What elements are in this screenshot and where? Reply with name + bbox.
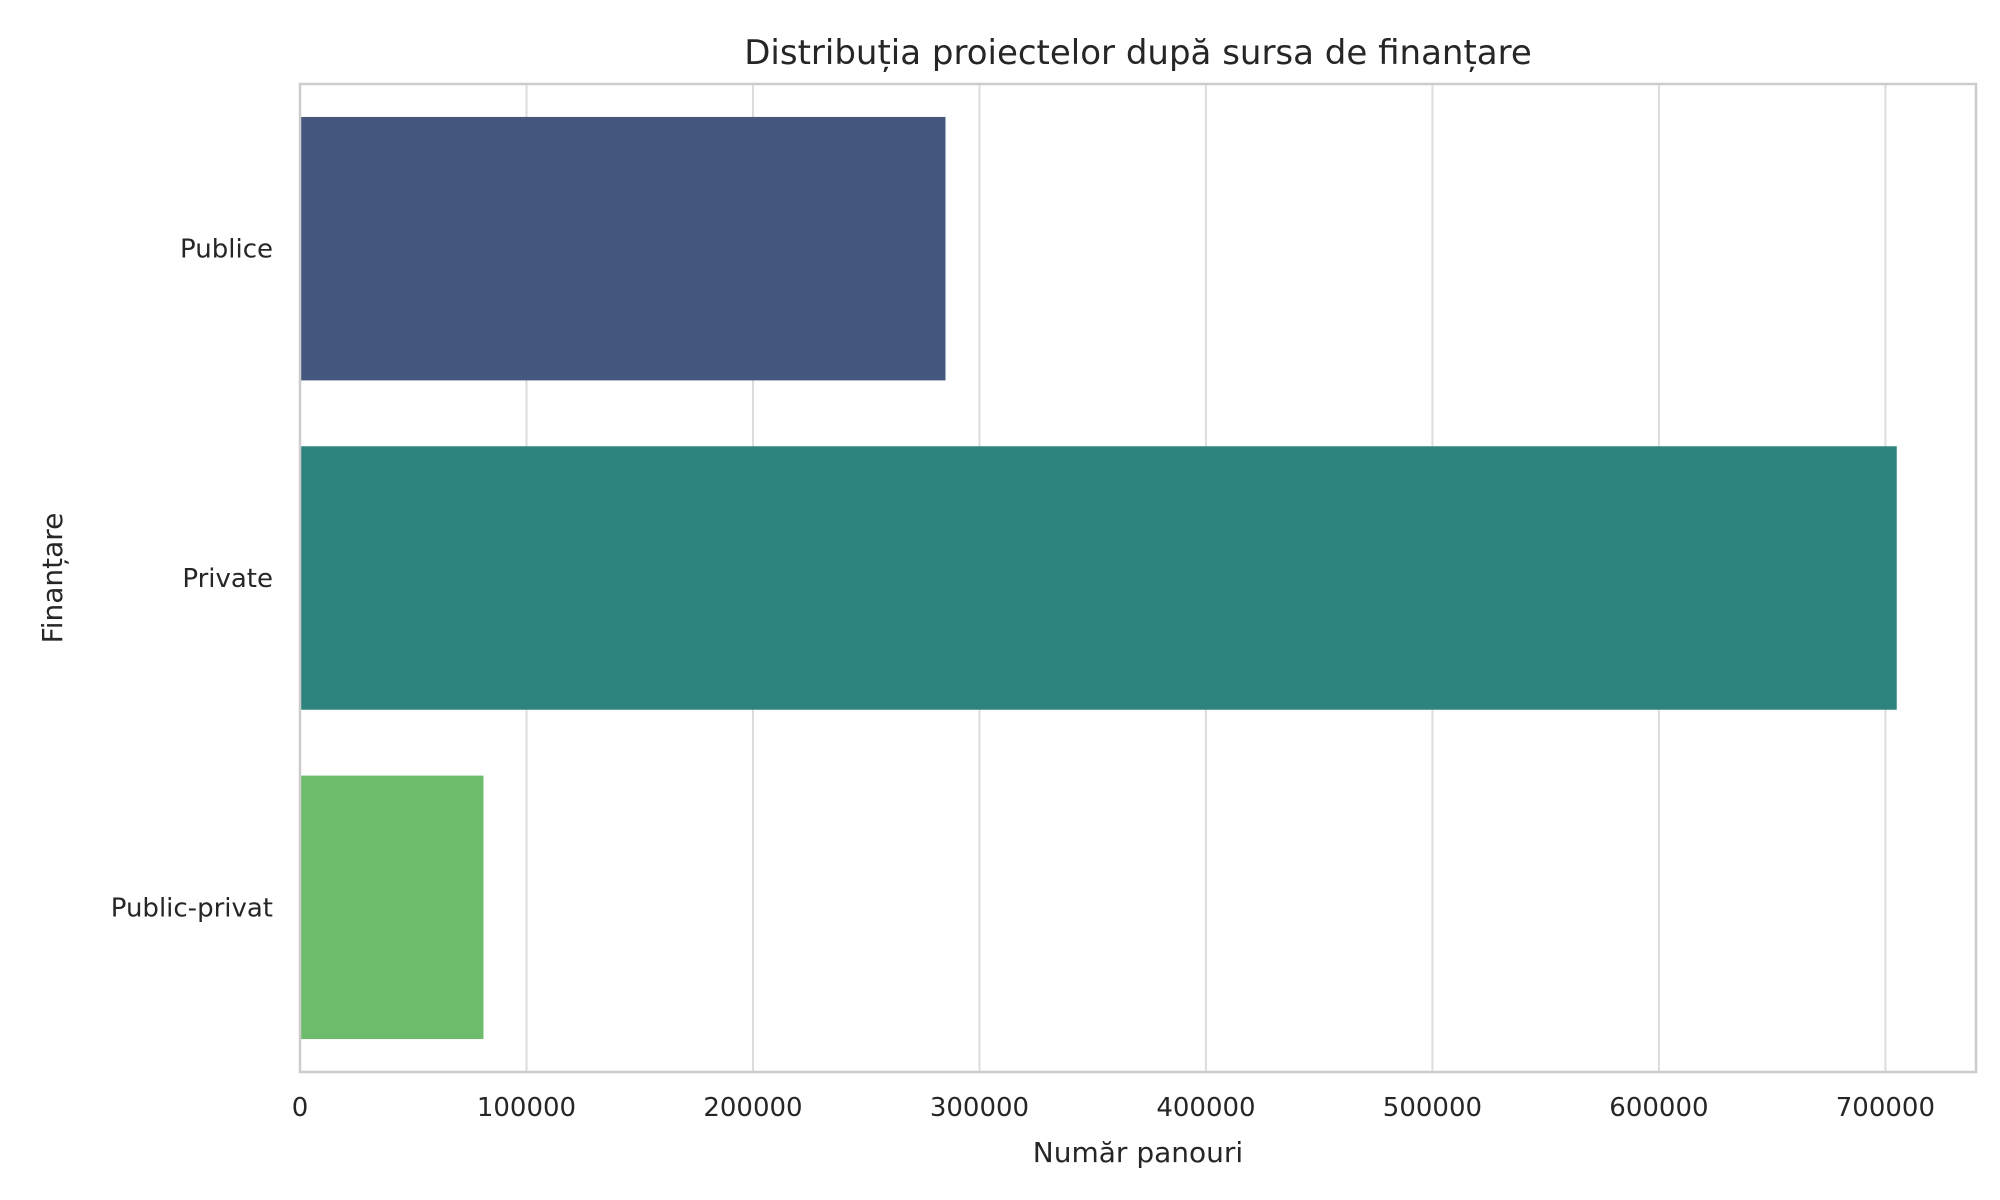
bar-public-privat — [300, 775, 484, 1040]
y-tick-label: Publice — [180, 235, 273, 265]
y-tick-labels: Publice Private Public-privat — [111, 235, 273, 924]
x-tick-label: 400000 — [1156, 1093, 1255, 1123]
bar-private — [300, 446, 1897, 710]
x-tick-label: 500000 — [1383, 1093, 1482, 1123]
x-tick-label: 0 — [292, 1093, 309, 1123]
y-axis-label: Finanțare — [36, 513, 69, 644]
x-tick-label: 100000 — [477, 1093, 576, 1123]
x-axis-label: Număr panouri — [1033, 1136, 1243, 1169]
x-tick-label: 600000 — [1609, 1093, 1708, 1123]
x-tick-labels: 0 100000 200000 300000 400000 500000 600000 700… — [292, 1093, 1935, 1123]
plot-frame — [298, 82, 1978, 1074]
x-tick-label: 300000 — [930, 1093, 1029, 1123]
y-tick-label: Private — [182, 564, 273, 594]
bars — [300, 116, 1897, 1040]
x-tick-label: 200000 — [703, 1093, 802, 1123]
chart-title: Distribuția proiectelor după sursa de fi… — [744, 33, 1532, 73]
bar-publice — [300, 116, 946, 381]
y-tick-label: Public-privat — [111, 893, 273, 923]
x-tick-label: 700000 — [1836, 1093, 1935, 1123]
